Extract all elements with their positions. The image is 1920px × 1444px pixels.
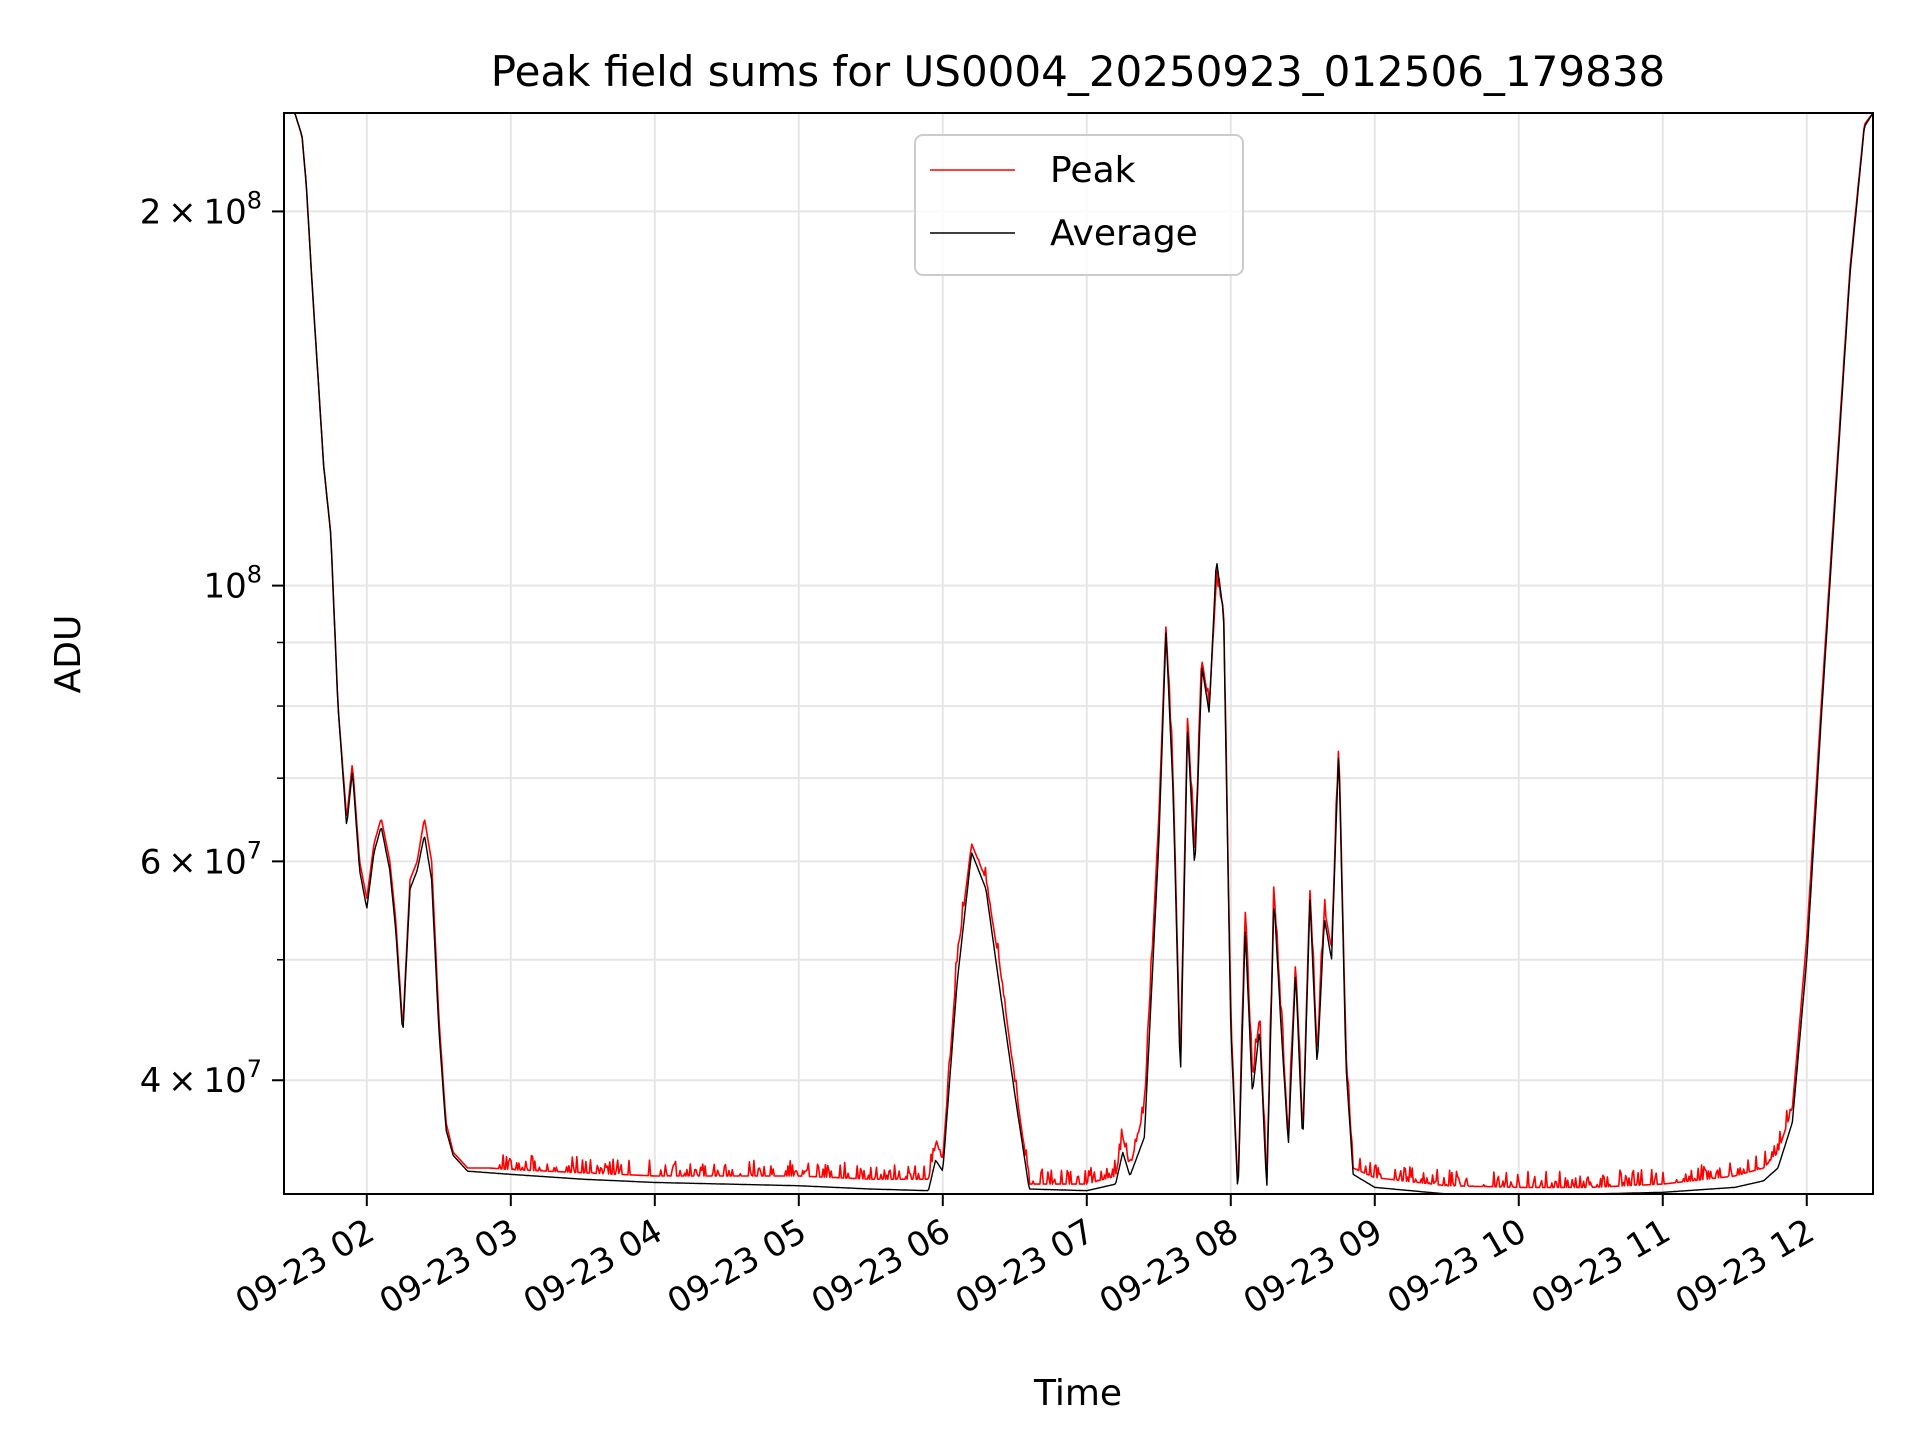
y-tick-label: 6 × 107 <box>140 836 262 882</box>
y-tick-label: 2 × 108 <box>140 186 262 232</box>
y-tick-label: 4 × 107 <box>140 1055 262 1101</box>
grid-layer <box>284 113 1873 1194</box>
x-tick-label: 09-23 06 <box>805 1211 957 1322</box>
x-tick-label: 09-23 07 <box>949 1211 1101 1322</box>
y-axis-ticks: 4 × 107 6 × 107 108 2 × 108 <box>140 186 284 1101</box>
x-tick-label: 09-23 10 <box>1381 1211 1533 1322</box>
series-line-peak <box>284 113 1873 1189</box>
x-tick-label: 09-23 11 <box>1525 1211 1677 1322</box>
x-axis-label: Time <box>1033 1373 1122 1414</box>
legend: Peak Average <box>914 134 1244 276</box>
legend-label-average: Average <box>1050 213 1198 254</box>
y-axis-label: ADU <box>48 615 89 694</box>
x-tick-label: 09-23 09 <box>1237 1211 1389 1322</box>
x-tick-label: 09-23 05 <box>661 1211 813 1322</box>
y-tick-label: 108 <box>203 561 262 607</box>
x-tick-label: 09-23 12 <box>1669 1211 1821 1322</box>
x-tick-label: 09-23 02 <box>229 1211 381 1322</box>
x-tick-label: 09-23 03 <box>373 1211 525 1322</box>
chart-title: Peak field sums for US0004_20250923_0125… <box>491 47 1666 96</box>
x-tick-label: 09-23 04 <box>517 1211 669 1322</box>
legend-label-peak: Peak <box>1050 150 1136 191</box>
plot-frame <box>283 112 1874 1195</box>
x-tick-label: 09-23 08 <box>1093 1211 1245 1322</box>
